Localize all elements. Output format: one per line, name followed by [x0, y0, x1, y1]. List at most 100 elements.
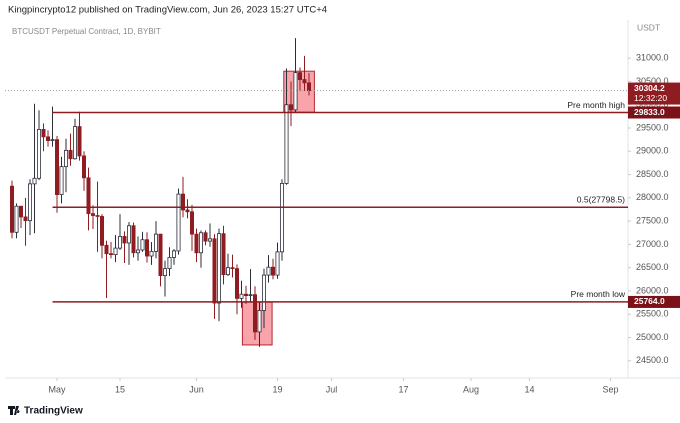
candle-body — [257, 310, 262, 333]
y-tick-label: 30500.0 — [636, 76, 669, 86]
candle-body — [100, 216, 105, 246]
candle-body — [288, 104, 293, 111]
candle-body — [239, 293, 244, 299]
candle-body — [198, 232, 203, 254]
candle-body — [140, 239, 145, 251]
candle-body — [172, 250, 177, 258]
candle-body — [55, 139, 60, 195]
y-tick-label: 29500.0 — [636, 122, 669, 132]
x-tick-label: Jul — [326, 384, 338, 394]
candle-body — [41, 129, 46, 138]
candle-body — [86, 177, 91, 215]
logo — [8, 406, 20, 415]
candle-body — [64, 149, 69, 168]
y-tick-label: 27500.0 — [636, 215, 669, 225]
x-tick-label: May — [49, 384, 67, 394]
x-tick-label: Aug — [463, 384, 479, 394]
y-tick-label: 28500.0 — [636, 169, 669, 179]
candle-body — [275, 251, 280, 276]
candle-body — [221, 233, 226, 276]
y-tick-label: 26500.0 — [636, 262, 669, 272]
candle-body — [136, 249, 141, 254]
candle-body — [212, 238, 217, 304]
level-text: Pre month low — [571, 289, 626, 299]
candle-body — [32, 177, 37, 185]
candle-body — [149, 250, 154, 257]
candle-body — [293, 72, 298, 111]
candle-body — [252, 294, 257, 333]
candle-body — [10, 185, 15, 233]
header: Kingpincrypto12 published on TradingView… — [8, 5, 327, 16]
candle-body — [82, 155, 87, 179]
candle-body — [118, 236, 123, 249]
x-tick-label: Sep — [602, 384, 618, 394]
candle-body — [50, 139, 55, 141]
candle-body — [19, 205, 24, 218]
x-tick-label: 15 — [115, 384, 125, 394]
candle-body — [261, 274, 266, 311]
candle-body — [279, 183, 284, 253]
countdown: 12:32:20 — [634, 93, 667, 103]
candle-body — [113, 247, 118, 256]
last-price-box — [628, 82, 680, 105]
footer: TradingView — [24, 406, 83, 417]
symbol: BTCUSDT Perpetual Contract, 1D, BYBIT — [12, 27, 161, 36]
candle-body — [68, 149, 73, 160]
last-price-label: 30304.2 — [634, 83, 665, 93]
candle-body — [163, 268, 168, 276]
candle-body — [37, 129, 42, 179]
candle-body — [46, 136, 51, 141]
candle-body — [14, 205, 19, 233]
candle-body — [203, 232, 208, 242]
candle-body — [127, 225, 132, 244]
candle-body — [180, 193, 185, 211]
candle-body — [270, 266, 275, 276]
candle-body — [154, 233, 159, 252]
level-axis-box — [628, 106, 680, 119]
candle-body — [266, 266, 271, 276]
candle-body — [284, 104, 289, 184]
candle-body — [28, 183, 33, 222]
candle-body — [297, 72, 302, 80]
level-axis-label: 25764.0 — [634, 296, 665, 306]
candle-body — [158, 233, 163, 276]
candle-body — [302, 79, 307, 84]
y-tick-label: 26000.0 — [636, 285, 669, 295]
level-text: 0.5(27798.5) — [577, 194, 625, 204]
y-tick-label: 29000.0 — [636, 146, 669, 156]
candle-body — [73, 126, 78, 160]
y-tick-label: 24500.0 — [636, 355, 669, 365]
candle-body — [23, 216, 28, 222]
level-axis-box — [628, 295, 680, 308]
candle-body — [131, 225, 136, 254]
level-text: Pre month high — [567, 100, 625, 110]
candle-body — [91, 213, 96, 216]
highlight-box — [241, 301, 273, 346]
candle-body — [248, 294, 253, 296]
x-tick-label: Jun — [189, 384, 204, 394]
candle-body — [77, 126, 82, 157]
candle-body — [176, 193, 181, 252]
candle-body — [225, 267, 230, 276]
y-tick-label: 31000.0 — [636, 53, 669, 63]
candle-body — [145, 239, 150, 257]
y-tick-label: 25500.0 — [636, 309, 669, 319]
currency: USDT — [637, 22, 660, 32]
y-tick-label: 27000.0 — [636, 239, 669, 249]
candle-body — [109, 253, 114, 256]
candle-body — [122, 236, 127, 244]
candle-body — [234, 268, 239, 299]
x-tick-label: 19 — [272, 384, 282, 394]
candle-body — [167, 257, 172, 269]
candle-body — [104, 244, 109, 255]
x-tick-label: 14 — [524, 384, 534, 394]
candle-body — [95, 215, 100, 217]
candle-body — [243, 293, 248, 296]
candle-body — [189, 211, 194, 235]
candle-body — [216, 233, 221, 304]
candle-body — [207, 238, 212, 242]
candle-body — [306, 82, 311, 91]
x-tick-label: 17 — [398, 384, 408, 394]
